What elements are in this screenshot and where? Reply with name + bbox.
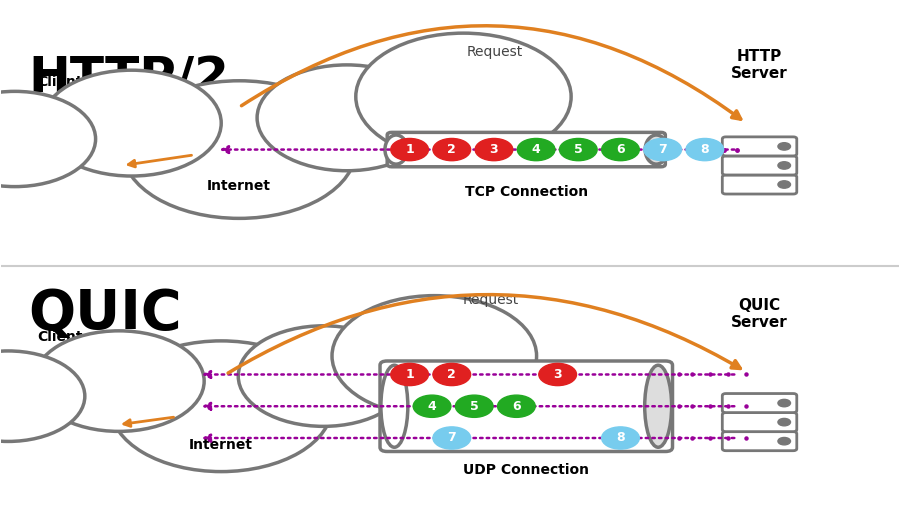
Ellipse shape [644, 365, 671, 447]
Text: Client: Client [37, 329, 83, 344]
Text: Client: Client [37, 76, 83, 89]
Circle shape [498, 395, 536, 418]
Text: UDP Connection: UDP Connection [464, 463, 590, 477]
Circle shape [601, 138, 639, 161]
Circle shape [391, 138, 428, 161]
Circle shape [778, 418, 790, 426]
Text: 7: 7 [658, 143, 667, 156]
Circle shape [778, 400, 790, 407]
Text: 5: 5 [574, 143, 582, 156]
Text: Request: Request [467, 45, 523, 59]
Circle shape [41, 70, 221, 176]
FancyBboxPatch shape [0, 123, 518, 197]
Circle shape [332, 296, 536, 417]
Text: 4: 4 [428, 400, 436, 413]
Text: 8: 8 [700, 143, 709, 156]
Circle shape [356, 33, 572, 160]
Text: 3: 3 [554, 368, 562, 381]
Text: 2: 2 [447, 143, 456, 156]
Circle shape [433, 138, 471, 161]
Text: 4: 4 [532, 143, 541, 156]
Circle shape [122, 81, 356, 218]
Text: 6: 6 [512, 400, 521, 413]
Circle shape [518, 138, 555, 161]
FancyBboxPatch shape [723, 394, 796, 413]
Ellipse shape [645, 135, 668, 164]
FancyBboxPatch shape [723, 431, 796, 451]
Circle shape [778, 143, 790, 150]
Circle shape [601, 427, 639, 449]
Text: HTTP/2: HTTP/2 [28, 54, 230, 102]
Circle shape [778, 162, 790, 169]
Text: 8: 8 [616, 431, 625, 445]
Text: Request: Request [463, 294, 518, 307]
Circle shape [539, 363, 577, 386]
FancyBboxPatch shape [723, 413, 796, 431]
Circle shape [33, 331, 204, 431]
Circle shape [413, 395, 451, 418]
Text: 6: 6 [616, 143, 625, 156]
FancyBboxPatch shape [723, 156, 796, 175]
FancyBboxPatch shape [109, 409, 134, 433]
Circle shape [111, 341, 332, 471]
Text: 2: 2 [447, 368, 456, 381]
Circle shape [433, 427, 471, 449]
Circle shape [257, 65, 436, 171]
Circle shape [560, 138, 597, 161]
Text: Internet: Internet [189, 438, 253, 452]
FancyBboxPatch shape [723, 175, 796, 194]
Text: Internet: Internet [207, 179, 271, 193]
Text: 1: 1 [405, 368, 414, 381]
Circle shape [778, 181, 790, 188]
Text: 3: 3 [490, 143, 499, 156]
Text: HTTP
Server: HTTP Server [731, 49, 788, 81]
Text: QUIC: QUIC [28, 287, 182, 341]
Circle shape [433, 363, 471, 386]
FancyBboxPatch shape [109, 157, 134, 182]
Circle shape [0, 92, 95, 187]
Text: 7: 7 [447, 431, 456, 445]
Text: TCP Connection: TCP Connection [464, 185, 588, 200]
FancyBboxPatch shape [55, 408, 110, 434]
Circle shape [778, 437, 790, 445]
FancyBboxPatch shape [0, 381, 486, 452]
Text: 1: 1 [405, 143, 414, 156]
Circle shape [0, 351, 85, 442]
Text: QUIC
Server: QUIC Server [731, 298, 788, 330]
Ellipse shape [381, 365, 408, 447]
Circle shape [686, 138, 724, 161]
Circle shape [455, 395, 493, 418]
FancyBboxPatch shape [723, 137, 796, 156]
Circle shape [238, 326, 409, 426]
Circle shape [391, 363, 428, 386]
Circle shape [644, 138, 681, 161]
FancyBboxPatch shape [55, 156, 110, 183]
FancyBboxPatch shape [387, 132, 665, 167]
Ellipse shape [385, 135, 408, 164]
Text: 5: 5 [470, 400, 479, 413]
Circle shape [475, 138, 513, 161]
FancyBboxPatch shape [380, 361, 672, 452]
